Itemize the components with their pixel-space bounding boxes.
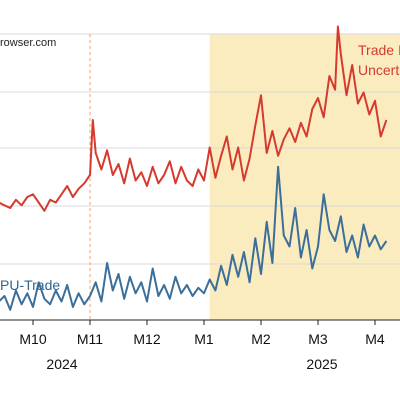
year-label-2024: 2024: [46, 356, 77, 372]
x-tick-label-4: M1: [194, 331, 214, 347]
x-tick-label-1: M10: [19, 331, 46, 347]
x-tick-label-5: M2: [251, 331, 271, 347]
blue-series-annotation: PU-Trade: [0, 277, 60, 293]
year-label-2025: 2025: [306, 356, 337, 372]
x-tick-label-2: M11: [77, 331, 103, 347]
x-axis: [0, 319, 400, 325]
shaded-region: [209, 34, 400, 320]
series-line-1: [0, 165, 388, 311]
x-tick-label-7: M4: [365, 331, 385, 347]
x-tick-labels: M10M11M12M1M2M3M4M: [19, 331, 385, 347]
series-layer: [0, 25, 388, 311]
red-series-annotation-line1: Trade I: [358, 42, 400, 58]
gridlines: [0, 33, 400, 265]
x-tick-label-6: M3: [308, 331, 328, 347]
red-series-annotation-line2: Uncerta: [358, 62, 400, 78]
x-tick-label-3: M12: [133, 331, 160, 347]
source-text: rowser.com: [0, 37, 56, 49]
series-line-0: [0, 25, 388, 212]
